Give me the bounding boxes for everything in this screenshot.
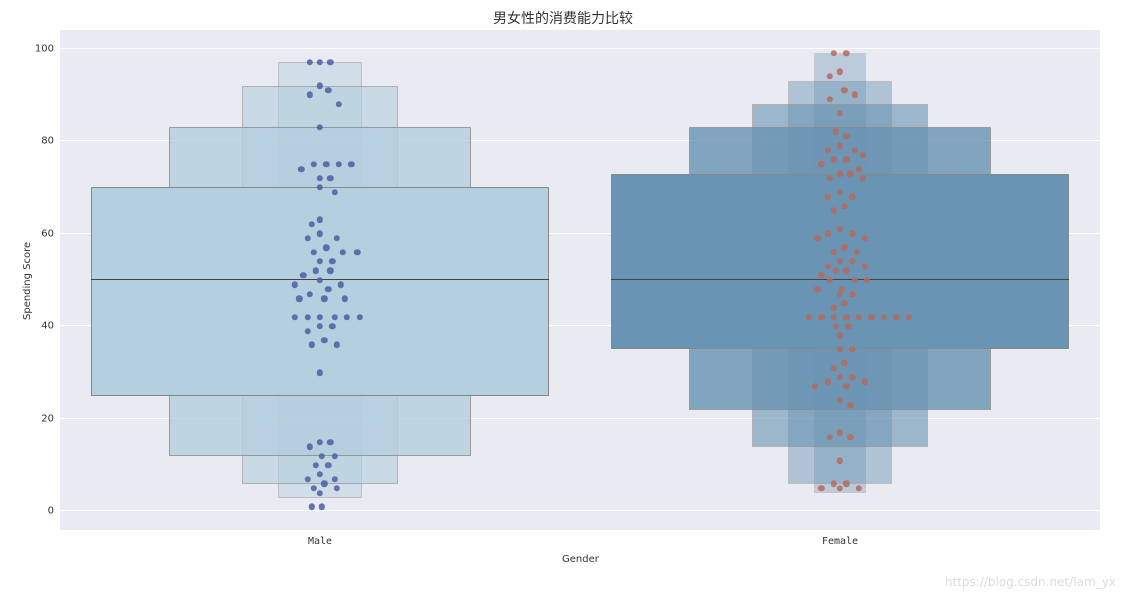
y-tick-label: 60 xyxy=(41,228,60,239)
y-tick-label: 20 xyxy=(41,413,60,424)
y-tick-label: 80 xyxy=(41,136,60,147)
x-tick-label: Female xyxy=(822,530,858,547)
plot-area: 020406080100MaleFemale xyxy=(60,30,1100,530)
y-tick-label: 0 xyxy=(48,506,60,517)
y-axis-label: Spending Score xyxy=(22,242,33,320)
y-tick-label: 100 xyxy=(35,43,60,54)
gridline-y xyxy=(60,48,1100,49)
watermark: https://blog.csdn.net/Iam_yx xyxy=(945,575,1116,589)
gridline-y xyxy=(60,510,1100,511)
x-axis-label: Gender xyxy=(562,554,599,565)
y-tick-label: 40 xyxy=(41,321,60,332)
chart-title: 男女性的消费能力比较 xyxy=(0,8,1126,28)
swarm-point xyxy=(308,504,314,510)
median-line xyxy=(611,279,1069,281)
swarm-point xyxy=(319,504,325,510)
x-tick-label: Male xyxy=(308,530,332,547)
